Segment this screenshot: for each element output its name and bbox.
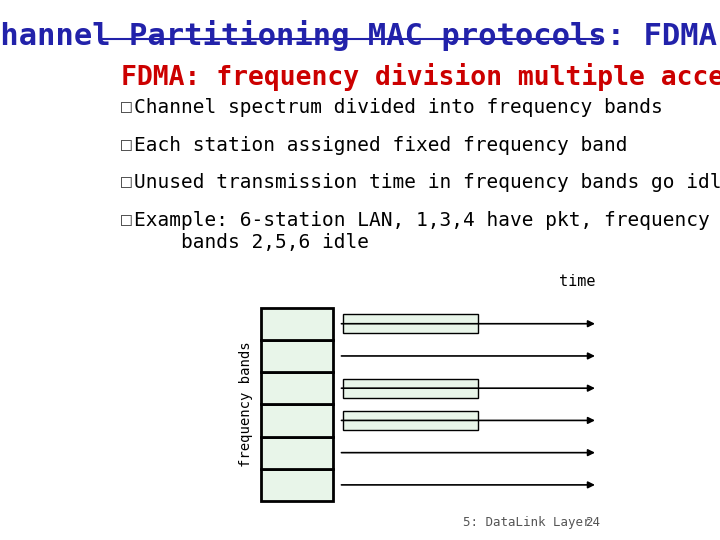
Text: □: □ — [121, 98, 132, 116]
Bar — [261, 404, 333, 436]
Text: □: □ — [121, 173, 132, 191]
Text: 24: 24 — [585, 516, 600, 529]
Bar — [343, 379, 477, 398]
Text: Channel Partitioning MAC protocols: FDMA: Channel Partitioning MAC protocols: FDMA — [0, 20, 716, 51]
Bar — [343, 314, 477, 333]
Text: □: □ — [121, 136, 132, 154]
Text: Channel spectrum divided into frequency bands: Channel spectrum divided into frequency … — [134, 98, 662, 117]
Text: time: time — [559, 274, 595, 289]
Bar — [261, 308, 333, 340]
Bar — [343, 411, 477, 430]
Text: Example: 6-station LAN, 1,3,4 have pkt, frequency
    bands 2,5,6 idle: Example: 6-station LAN, 1,3,4 have pkt, … — [134, 211, 710, 252]
Text: Unused transmission time in frequency bands go idle: Unused transmission time in frequency ba… — [134, 173, 720, 192]
Bar — [261, 340, 333, 372]
Text: 5: DataLink Layer: 5: DataLink Layer — [463, 516, 590, 529]
Text: frequency bands: frequency bands — [239, 341, 253, 467]
Bar — [261, 372, 333, 404]
Text: Each station assigned fixed frequency band: Each station assigned fixed frequency ba… — [134, 136, 627, 154]
Bar — [261, 469, 333, 501]
Bar — [261, 436, 333, 469]
Text: FDMA: frequency division multiple access: FDMA: frequency division multiple access — [121, 63, 720, 91]
Text: □: □ — [121, 211, 132, 229]
